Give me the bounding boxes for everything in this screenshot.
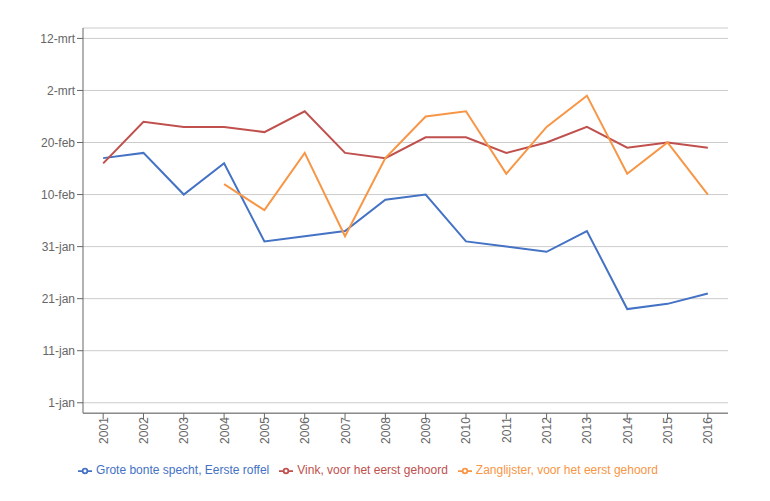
html-text:Vink, voor het eerst gehoord: Vink, voor het eerst gehoord [297,463,448,478]
svg-text:2014: 2014 [621,417,635,444]
svg-text:2016: 2016 [701,417,715,444]
svg-text:2011: 2011 [500,417,514,443]
svg-text:2003: 2003 [177,417,191,444]
svg-text:2015: 2015 [661,417,675,444]
svg-text:2010: 2010 [459,417,473,444]
html-text:Zanglijster, voor het eerst ge: Zanglijster, voor het eerst gehoord [475,463,658,478]
svg-text:11-jan: 11-jan [43,344,75,358]
svg-text:2007: 2007 [339,417,353,444]
svg-text:2002: 2002 [137,417,151,444]
svg-text:2005: 2005 [258,417,272,444]
html-text:Grote bonte specht, Eerste rof: Grote bonte specht, Eerste roffel [96,463,270,478]
svg-text:2001: 2001 [97,417,111,444]
svg-text:20-feb: 20-feb [41,136,75,150]
svg-text:2008: 2008 [379,417,393,444]
svg-text:2009: 2009 [419,417,433,444]
svg-text:2013: 2013 [580,417,594,444]
svg-text:2006: 2006 [298,417,312,444]
svg-text:2012: 2012 [540,417,554,444]
svg-text:2004: 2004 [218,417,232,444]
svg-text:21-jan: 21-jan [42,292,75,306]
svg-text:2-mrt: 2-mrt [47,84,76,98]
svg-text:12-mrt: 12-mrt [40,32,75,46]
svg-text:1-jan: 1-jan [48,396,75,410]
svg-text:10-feb: 10-feb [41,188,75,202]
svg-text:31-jan: 31-jan [42,240,75,254]
